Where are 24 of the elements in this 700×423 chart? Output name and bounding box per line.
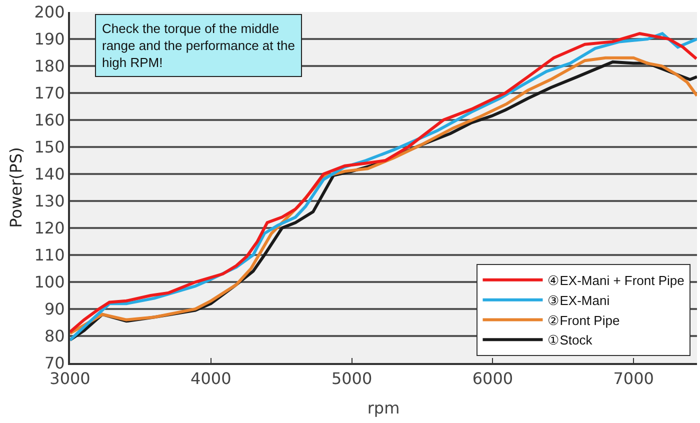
y-tick-label: 100 (34, 272, 65, 292)
legend-label: ③EX-Mani (548, 292, 610, 308)
x-tick-label: 5000 (331, 369, 372, 388)
x-axis-title: rpm (367, 398, 400, 418)
y-tick-label: 80 (44, 326, 65, 346)
annotation: Check the torque of the middle range and the performance at the high RPM! (102, 21, 295, 70)
x-tick-label: 6000 (472, 369, 514, 388)
y-tick-label: 90 (44, 300, 65, 319)
y-tick-label: 110 (34, 246, 65, 265)
y-tick-label: 200 (34, 2, 65, 22)
y-tick-label: 180 (34, 56, 65, 76)
y-tick-label: 170 (34, 84, 65, 103)
legend-label: ②Front Pipe (548, 312, 620, 328)
x-tick-label: 4000 (190, 369, 232, 388)
y-tick-label: 190 (34, 30, 65, 49)
x-tick-label: 7000 (613, 369, 654, 388)
legend-label: ①Stock (548, 332, 593, 348)
y-axis-title: Power(PS) (6, 147, 26, 228)
y-tick-label: 150 (34, 138, 65, 157)
y-tick-label: 130 (34, 192, 65, 211)
y-tick-label: 140 (34, 164, 65, 184)
y-tick-label: 160 (34, 110, 65, 130)
legend-label: ④EX-Mani + Front Pipe (548, 273, 684, 288)
y-tick-label: 120 (34, 218, 65, 238)
